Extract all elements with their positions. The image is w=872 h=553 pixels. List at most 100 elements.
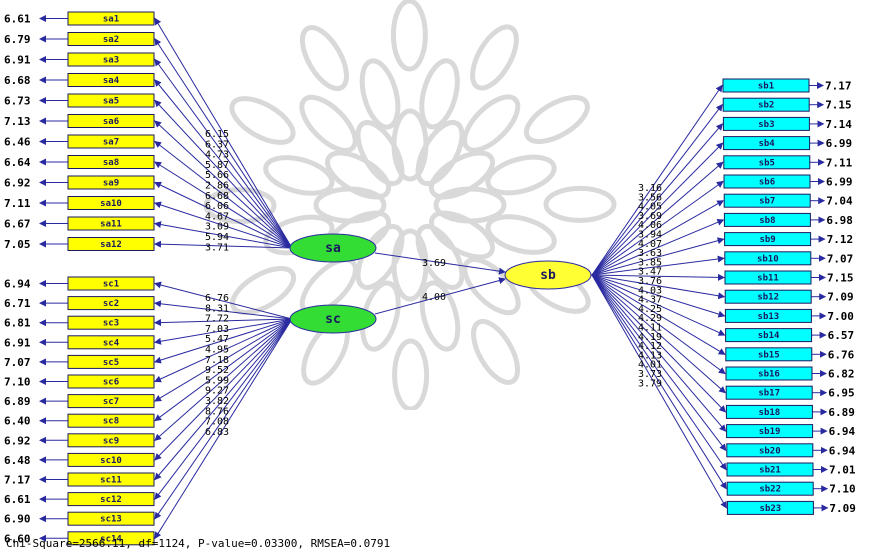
- sb-indicator-error-value: 7.15: [827, 272, 854, 285]
- sc-indicator-error-value: 6.81: [4, 317, 31, 330]
- sc-indicator-label: sc2: [103, 299, 119, 309]
- sb-indicator-error-value: 6.57: [828, 329, 855, 342]
- sa-indicator-loading-value: 4.67: [205, 211, 229, 222]
- sb-indicator-loading-value: 4.25: [638, 304, 662, 315]
- sc-indicator-box: [67, 413, 155, 428]
- watermark-petal: [203, 187, 277, 225]
- sb-indicator-loading-arrow: [591, 123, 724, 276]
- sc-indicator-error-value: 6.94: [4, 278, 31, 291]
- sb-indicator-label: sb15: [758, 350, 780, 360]
- sc-indicator-loading-value: 7.72: [205, 314, 229, 325]
- sb-indicator-error-value: 6.82: [828, 368, 855, 381]
- sc-indicator-loading-arrow: [154, 318, 293, 383]
- sc-indicator-loading-arrow: [154, 318, 293, 520]
- sb-indicator-error-value: 7.09: [827, 291, 854, 304]
- path-coef-sa-sb: 3.69: [422, 258, 446, 269]
- sb-indicator-box: [724, 251, 812, 266]
- latent-sb: [504, 260, 592, 290]
- watermark-petal: [543, 185, 617, 223]
- sb-indicator-loading-value: 4.11: [638, 323, 662, 334]
- sc-indicator-loading-value: 5.99: [205, 375, 229, 386]
- path-arrow-sc-sb: [374, 277, 506, 315]
- sb-indicator-label: sb6: [759, 178, 775, 188]
- latent-sc: [289, 304, 377, 334]
- sb-indicator-loading-arrow: [591, 274, 726, 375]
- sa-indicator-box: [67, 11, 155, 26]
- sb-indicator-loading-value: 4.13: [638, 350, 662, 361]
- sb-indicator-loading-arrow: [591, 84, 723, 276]
- sb-indicator-error-value: 6.76: [828, 348, 855, 361]
- sa-indicator-error-value: 7.13: [4, 115, 31, 128]
- sa-indicator-label: sa9: [103, 179, 119, 189]
- sa-indicator-box: [67, 216, 155, 231]
- sb-indicator-loading-arrow: [591, 274, 726, 394]
- sb-indicator-loading-arrow: [591, 274, 727, 432]
- sc-indicator-label: sc9: [103, 436, 119, 446]
- sb-indicator-label: sb10: [757, 254, 779, 264]
- sb-indicator-label: sb23: [760, 504, 782, 514]
- sb-indicator-error-value: 6.99: [826, 137, 853, 150]
- sa-indicator-box: [67, 114, 155, 128]
- watermark-petal: [229, 96, 296, 145]
- sa-indicator-box: [67, 93, 155, 108]
- sb-indicator-loading-value: 4.06: [638, 220, 662, 231]
- sb-indicator-loading-arrow: [591, 218, 725, 276]
- sb-indicator-box: [726, 481, 814, 496]
- sc-indicator-loading-value: 8.31: [205, 303, 229, 314]
- sc-indicator-error-value: 6.60: [4, 532, 31, 545]
- fit-statistics: Chi-Square=2566.11, df=1124, P-value=0.0…: [6, 537, 391, 550]
- watermark-petal: [299, 94, 358, 153]
- sb-indicator-label: sb17: [758, 389, 780, 399]
- sa-indicator-box: [67, 32, 155, 46]
- sb-indicator-box: [724, 270, 812, 285]
- sa-indicator-error-value: 7.05: [4, 238, 31, 251]
- sa-indicator-loading-arrow: [154, 99, 293, 249]
- path-arrow-sa-sb: [374, 252, 506, 275]
- sb-indicator-loading-value: 4.37: [638, 295, 662, 306]
- sb-indicator-loading-value: 3.76: [638, 276, 662, 287]
- sb-indicator-label: sb4: [758, 139, 775, 149]
- sa-indicator-loading-arrow: [154, 161, 293, 249]
- sb-indicator-label: sb18: [759, 408, 781, 418]
- sa-indicator-label: sa5: [103, 97, 119, 107]
- sc-indicator-box: [67, 433, 155, 448]
- sa-indicator-error-value: 7.11: [4, 197, 31, 210]
- sc-indicator-error-value: 6.91: [4, 336, 31, 349]
- sc-indicator-box: [67, 296, 155, 311]
- sb-indicator-box: [723, 193, 811, 208]
- sb-indicator-label: sb1: [758, 82, 774, 92]
- sc-indicator-error-value: 6.48: [4, 454, 31, 467]
- sa-indicator-loading-value: 6.06: [205, 201, 229, 212]
- sa-indicator-box: [67, 134, 155, 149]
- sa-indicator-box: [67, 237, 155, 251]
- sc-indicator-label: sc5: [103, 358, 119, 368]
- sa-indicator-error-value: 6.91: [4, 54, 31, 67]
- latent-sc-label: sc: [325, 312, 341, 327]
- sb-indicator-loading-arrow: [591, 274, 726, 300]
- sb-indicator-loading-value: 3.56: [638, 192, 662, 203]
- sc-indicator-box: [67, 452, 155, 467]
- sb-indicator-loading-arrow: [591, 274, 727, 490]
- sa-indicator-error-value: 6.68: [4, 74, 31, 87]
- sc-indicator-box: [67, 354, 155, 369]
- sb-indicator-box: [725, 385, 813, 400]
- sb-indicator-label: sb13: [758, 312, 780, 322]
- sa-indicator-loading-arrow: [154, 181, 293, 249]
- sa-indicator-loading-value: 3.71: [205, 242, 229, 253]
- sa-indicator-loading-value: 6.15: [205, 129, 229, 140]
- sc-indicator-box: [67, 315, 155, 330]
- sb-indicator-error-value: 7.10: [829, 483, 856, 496]
- sc-indicator-label: sc12: [100, 495, 122, 505]
- sc-indicator-loading-arrow: [154, 318, 293, 461]
- sb-indicator-box: [725, 347, 813, 362]
- sa-indicator-label: sa12: [100, 240, 122, 250]
- sb-indicator-error-value: 7.09: [829, 502, 856, 515]
- sc-indicator-error-value: 6.61: [4, 493, 31, 506]
- sa-indicator-label: sa2: [103, 35, 119, 45]
- sb-indicator-error-value: 7.14: [825, 118, 852, 131]
- sc-indicator-label: sc11: [100, 476, 122, 486]
- sb-indicator-box: [726, 443, 814, 458]
- sb-indicator-loading-arrow: [591, 161, 724, 276]
- sc-indicator-error-value: 6.92: [4, 434, 31, 447]
- sc-indicator-label: sc8: [103, 417, 119, 427]
